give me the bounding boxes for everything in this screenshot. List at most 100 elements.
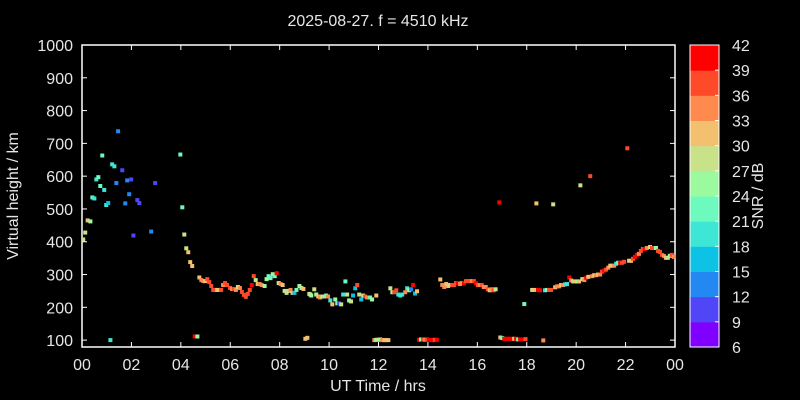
x-tick-label: 04 — [172, 357, 190, 374]
data-point — [253, 278, 258, 283]
x-tick-label: 08 — [271, 357, 289, 374]
data-point — [180, 205, 185, 210]
data-point — [625, 146, 630, 151]
y-tick-label: 300 — [46, 268, 73, 285]
x-tick-label: 10 — [320, 357, 338, 374]
colorbar-tick-label: 33 — [732, 114, 750, 131]
data-point — [312, 287, 317, 292]
data-point — [249, 283, 254, 288]
data-point — [188, 260, 193, 265]
data-point — [442, 284, 447, 289]
colorbar-bin — [690, 246, 719, 272]
data-point — [209, 284, 214, 289]
data-point — [522, 302, 527, 307]
data-point — [129, 177, 134, 182]
data-point — [353, 286, 358, 291]
data-point — [195, 334, 200, 339]
data-point — [438, 277, 443, 282]
data-point — [112, 164, 117, 169]
y-tick-label: 900 — [46, 71, 73, 88]
data-point — [653, 245, 658, 250]
data-point — [135, 198, 140, 203]
data-point — [272, 274, 277, 279]
y-tick-label: 700 — [46, 136, 73, 153]
data-point — [127, 192, 132, 197]
data-point — [182, 232, 187, 237]
colorbar-bin — [690, 271, 719, 298]
data-point — [657, 249, 662, 254]
x-tick-label: 20 — [567, 357, 585, 374]
data-point — [374, 293, 379, 298]
data-point — [94, 177, 99, 182]
x-axis-label: UT Time / hrs — [330, 378, 426, 395]
data-point — [341, 292, 346, 297]
x-tick-label: 18 — [518, 357, 536, 374]
data-point — [149, 229, 154, 234]
data-point — [280, 283, 285, 288]
x-tick-label: 02 — [123, 357, 141, 374]
x-tick-label: 22 — [617, 357, 635, 374]
colorbar-tick-label: 42 — [732, 38, 750, 55]
data-point — [622, 259, 627, 264]
data-point — [400, 292, 405, 297]
data-point — [264, 277, 269, 282]
data-point — [178, 152, 183, 157]
data-point — [81, 237, 86, 242]
colorbar-bin — [690, 196, 719, 222]
data-point — [345, 292, 350, 297]
colorbar-tick-label: 12 — [732, 290, 750, 307]
data-point — [125, 178, 130, 183]
y-tick-label: 400 — [46, 235, 73, 252]
data-point — [532, 287, 537, 292]
data-point — [578, 183, 583, 188]
data-point — [288, 287, 293, 292]
data-point — [301, 286, 306, 291]
colorbar-tick-label: 27 — [732, 164, 750, 181]
data-point — [523, 337, 528, 342]
colorbar-tick-label: 9 — [732, 315, 741, 332]
colorbar-bin — [690, 45, 719, 71]
data-point — [415, 289, 420, 294]
y-tick-label: 600 — [46, 169, 73, 186]
data-point — [411, 283, 416, 288]
x-tick-label: 16 — [468, 357, 486, 374]
data-point — [636, 251, 641, 256]
data-point — [349, 299, 354, 304]
colorbar-tick-label: 24 — [732, 189, 750, 206]
data-point — [548, 287, 553, 292]
chart-title: 2025-08-27. f = 4510 kHz — [287, 13, 468, 30]
colorbar-tick-label: 18 — [732, 239, 750, 256]
data-point — [205, 277, 210, 282]
y-tick-label: 1000 — [37, 38, 73, 55]
data-point — [541, 338, 546, 343]
colorbar-bin — [690, 145, 719, 172]
colorbar-tick-label: 21 — [732, 214, 750, 231]
data-point — [153, 181, 158, 186]
data-point — [251, 274, 256, 279]
colorbar-tick-label: 39 — [732, 63, 750, 80]
data-point — [197, 275, 202, 280]
data-point — [370, 297, 375, 302]
data-point — [233, 287, 238, 292]
data-point — [259, 283, 264, 288]
data-point — [108, 338, 113, 343]
data-point — [237, 285, 242, 290]
data-point — [604, 267, 609, 272]
data-point — [339, 302, 344, 307]
data-point — [330, 302, 335, 307]
colorbar-bin — [690, 120, 719, 147]
data-point — [92, 196, 97, 201]
data-point — [305, 335, 310, 340]
data-point — [292, 290, 297, 295]
data-point — [102, 187, 107, 192]
colorbar-bin — [690, 170, 719, 197]
y-tick-label: 100 — [46, 333, 73, 350]
colorbar-bin — [690, 321, 719, 348]
data-point — [534, 201, 539, 206]
data-point — [357, 292, 362, 297]
data-point — [186, 250, 191, 255]
data-point — [190, 264, 195, 269]
data-point — [294, 287, 299, 292]
data-point — [343, 279, 348, 284]
